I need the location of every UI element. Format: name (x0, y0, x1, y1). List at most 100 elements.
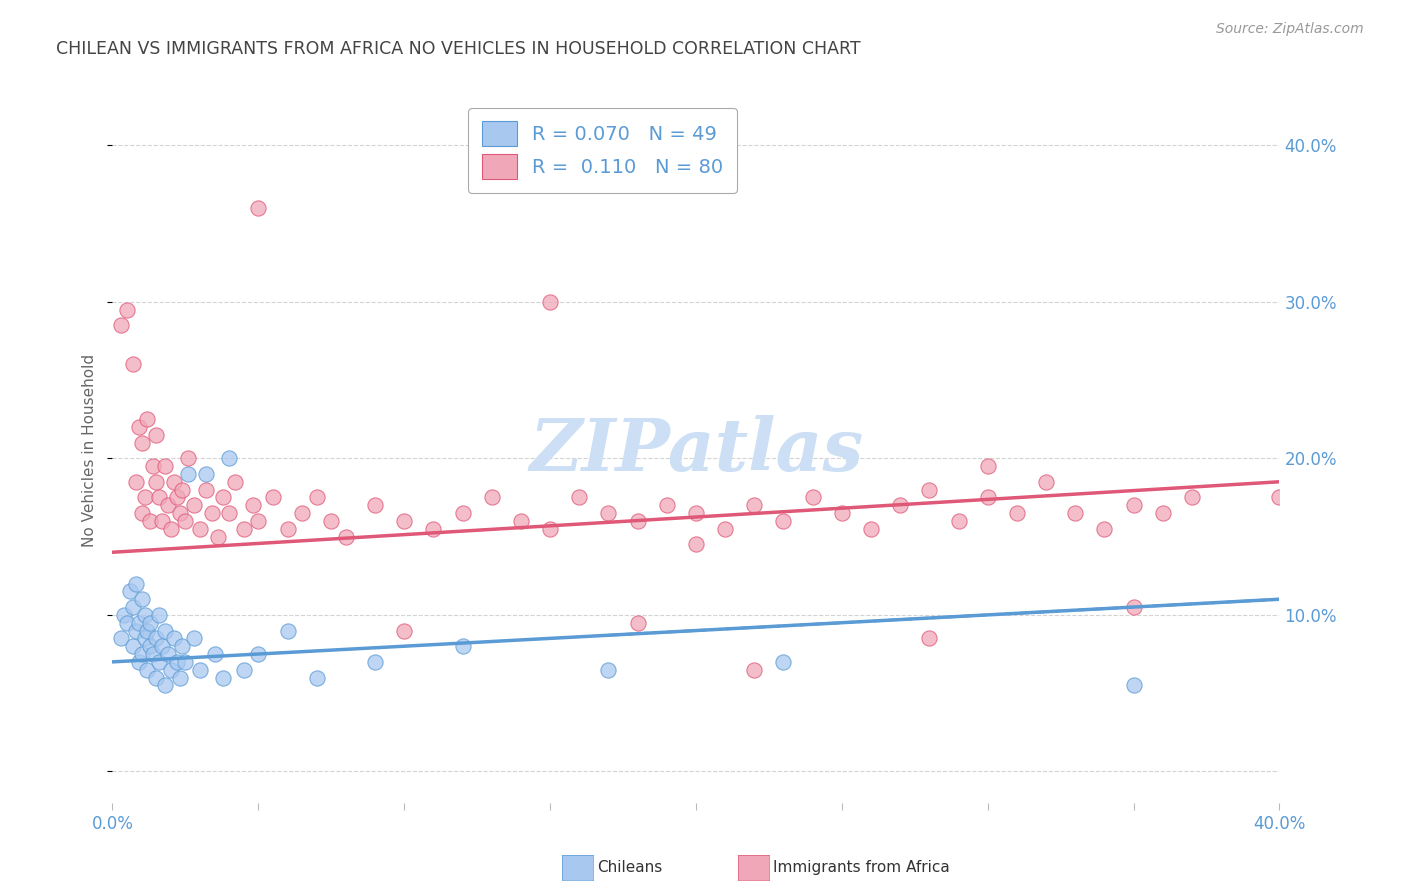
Point (172, 639, 194, 653)
Point (538, 294, 561, 309)
Point (128, 420, 150, 434)
Point (174, 514, 197, 528)
Point (305, 491, 328, 505)
Point (115, 615, 138, 630)
Point (451, 506, 474, 520)
Point (145, 427, 167, 442)
Point (148, 655, 170, 669)
Point (364, 655, 387, 669)
Point (177, 451, 200, 466)
Point (568, 491, 591, 505)
Point (626, 615, 648, 630)
Point (153, 459, 176, 474)
Point (139, 639, 162, 653)
Point (110, 318, 132, 333)
Point (598, 506, 620, 520)
Point (131, 592, 153, 607)
Point (160, 522, 183, 536)
Point (481, 491, 503, 505)
Point (509, 514, 531, 528)
Point (392, 514, 416, 528)
Point (598, 663, 620, 677)
Point (1181, 491, 1204, 505)
Point (110, 632, 132, 646)
Point (131, 647, 153, 661)
Point (218, 506, 240, 520)
Point (160, 663, 183, 677)
Text: Chileans: Chileans (598, 861, 662, 875)
Point (153, 678, 176, 692)
Point (742, 663, 765, 677)
Text: CHILEAN VS IMMIGRANTS FROM AFRICA NO VEHICLES IN HOUSEHOLD CORRELATION CHART: CHILEAN VS IMMIGRANTS FROM AFRICA NO VEH… (56, 40, 860, 58)
Point (136, 663, 159, 677)
Point (134, 607, 156, 622)
Point (131, 506, 153, 520)
Point (212, 671, 235, 685)
Point (451, 639, 474, 653)
Point (201, 506, 224, 520)
Point (291, 506, 314, 520)
Point (163, 632, 186, 646)
Point (118, 584, 141, 599)
Point (169, 506, 191, 520)
Point (122, 357, 145, 371)
Point (166, 491, 188, 505)
Point (131, 435, 153, 450)
Point (801, 491, 824, 505)
Point (772, 655, 794, 669)
Point (142, 647, 165, 661)
Point (1268, 491, 1291, 505)
Point (136, 624, 159, 638)
Point (148, 607, 170, 622)
Point (128, 655, 150, 669)
Point (276, 522, 298, 536)
Point (177, 467, 200, 481)
Point (194, 467, 217, 481)
Point (247, 201, 270, 215)
Point (276, 624, 298, 638)
Point (889, 498, 911, 512)
Point (125, 475, 148, 489)
Point (207, 530, 229, 544)
Point (655, 498, 678, 512)
Point (169, 671, 191, 685)
Text: Immigrants from Africa: Immigrants from Africa (773, 861, 950, 875)
Point (685, 537, 707, 551)
Point (183, 498, 205, 512)
Point (685, 506, 707, 520)
Point (1122, 600, 1144, 615)
Point (188, 663, 211, 677)
Point (183, 632, 205, 646)
Point (145, 632, 167, 646)
Point (142, 459, 165, 474)
Point (1064, 506, 1087, 520)
Point (1122, 678, 1144, 692)
Point (112, 607, 135, 622)
Point (166, 655, 188, 669)
Point (1152, 506, 1174, 520)
Point (918, 483, 941, 497)
Point (976, 459, 998, 474)
Point (125, 624, 148, 638)
Point (305, 671, 328, 685)
Point (831, 506, 853, 520)
Point (139, 615, 162, 630)
Point (1005, 506, 1028, 520)
Point (148, 491, 170, 505)
Point (538, 522, 561, 536)
Point (136, 412, 159, 426)
Point (392, 624, 416, 638)
Point (125, 576, 148, 591)
Point (156, 498, 179, 512)
Point (948, 514, 970, 528)
Point (247, 514, 270, 528)
Text: Source: ZipAtlas.com: Source: ZipAtlas.com (1216, 22, 1364, 37)
Point (1035, 475, 1057, 489)
Point (150, 514, 173, 528)
Point (742, 498, 765, 512)
Point (194, 483, 217, 497)
Point (714, 522, 737, 536)
Text: ZIPatlas: ZIPatlas (529, 415, 863, 486)
Point (335, 530, 357, 544)
Point (1122, 498, 1144, 512)
